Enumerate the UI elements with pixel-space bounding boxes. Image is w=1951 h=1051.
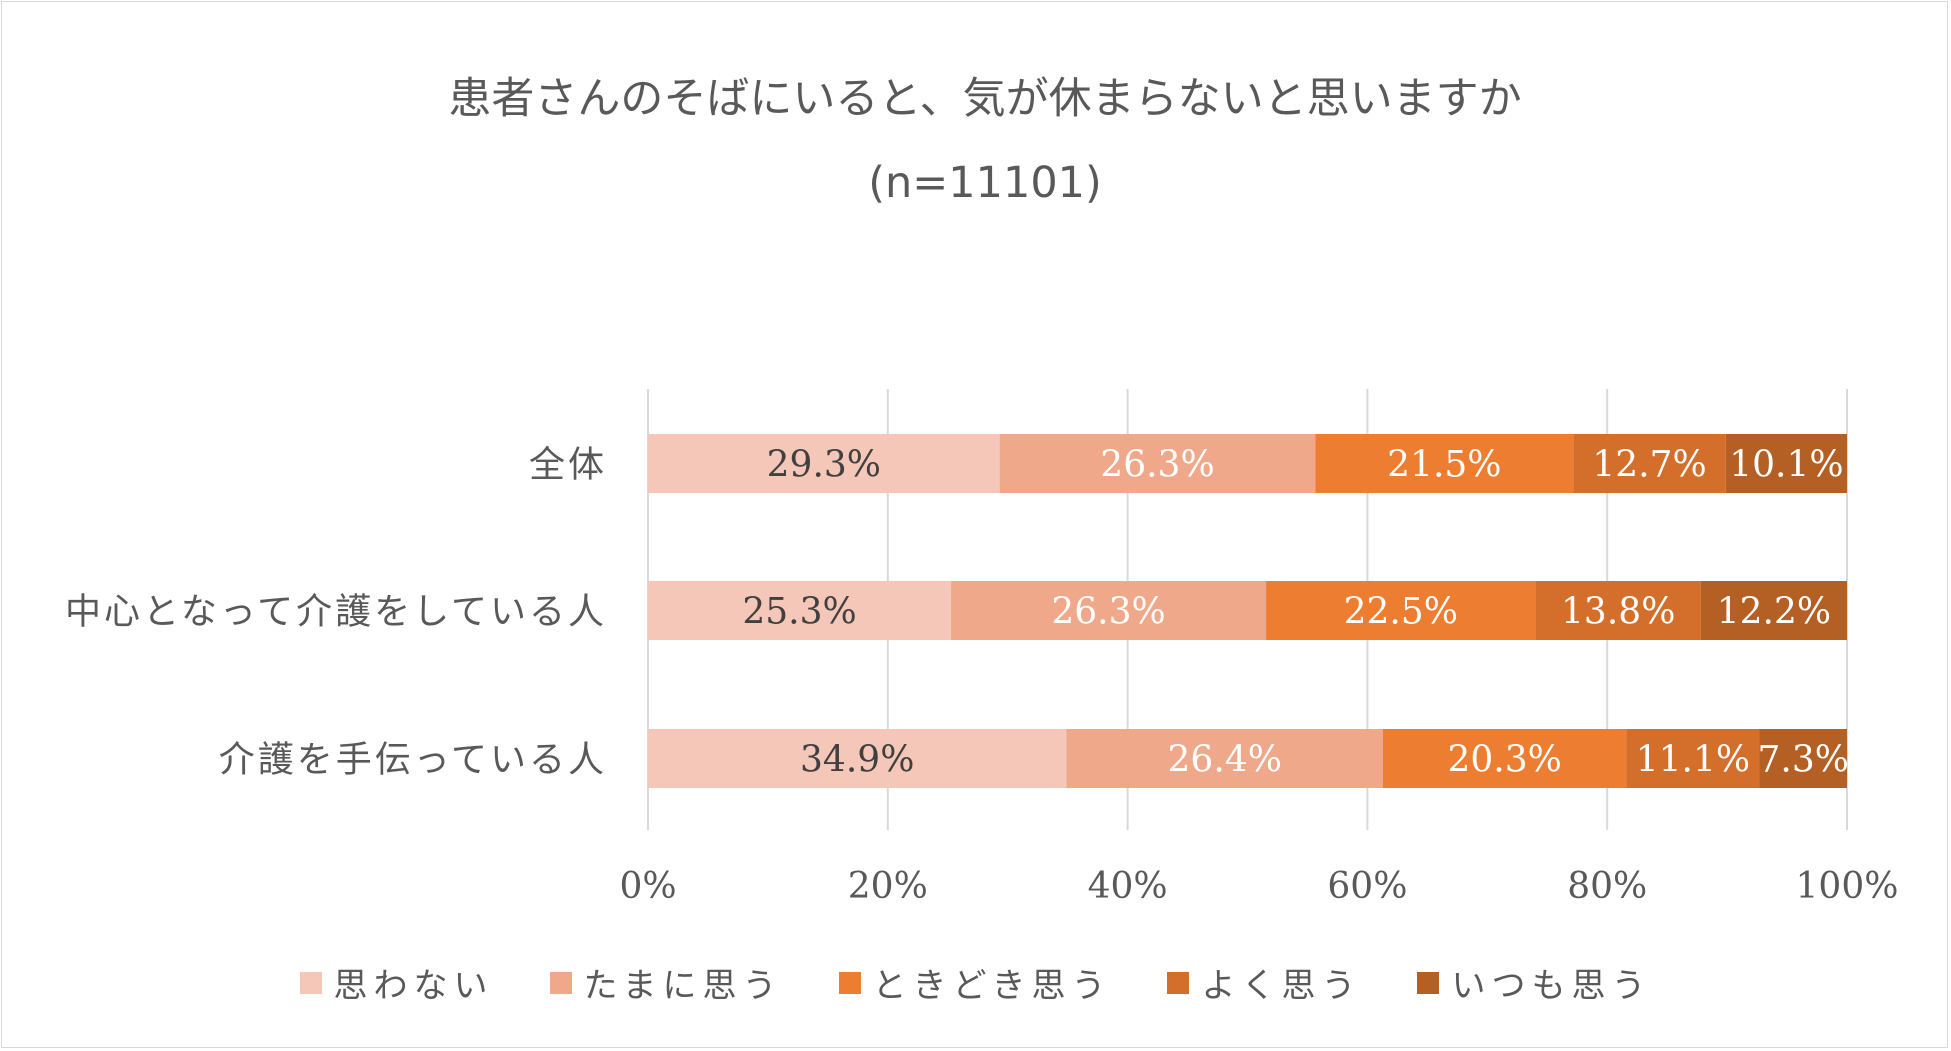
bar-segment [1535,581,1701,640]
legend-item: いつも思う [1417,958,1651,1007]
data-label: 26.3% [1051,592,1165,633]
bar-segment [648,729,1067,788]
data-label: 13.8% [1561,592,1675,633]
data-label: 12.7% [1592,445,1706,486]
legend-swatch [838,971,861,994]
x-tick-label: 40% [1088,866,1168,907]
x-tick-label: 100% [1796,866,1899,907]
legend-swatch [549,971,572,994]
category-label: 介護を手伝っている人 [219,740,607,781]
legend-item: 思わない [299,958,494,1007]
legend-swatch [1417,971,1440,994]
data-label: 20.3% [1447,740,1561,781]
legend-swatch [299,971,322,994]
data-label: 10.1% [1729,445,1843,486]
x-tick-label: 80% [1567,866,1647,907]
bar-segment [1725,434,1847,493]
data-label: 26.4% [1168,740,1282,781]
data-label: 12.2% [1717,592,1831,633]
legend-label: ときどき思う [872,966,1112,1006]
data-label: 22.5% [1344,592,1458,633]
bar-segment [1066,729,1383,788]
legend-label: いつも思う [1451,966,1652,1006]
data-label: 7.3% [1758,740,1849,781]
legend-swatch [1167,971,1190,994]
x-tick-label: 60% [1327,866,1407,907]
chart-subtitle: (n=11101) [868,158,1102,208]
bar-segment [1759,729,1847,788]
legend-label: 思わない [333,966,494,1006]
data-label: 26.3% [1100,445,1214,486]
category-label: 中心となって介護をしている人 [65,592,607,633]
bar-segment [1626,729,1760,788]
data-label: 29.3% [767,445,881,486]
bar-segment [1382,729,1627,788]
bar-segment [1315,434,1574,493]
legend-item: よく思う [1167,958,1361,1007]
bar-segment [1573,434,1726,493]
legend: 思わない たまに思う ときどき思う よく思う いつも思う [0,958,1951,1007]
data-label: 25.3% [742,592,856,633]
legend-label: よく思う [1201,966,1362,1006]
chart-title: 患者さんのそばにいると、気が休まらないと思いますか [448,74,1522,124]
category-label: 全体 [529,445,607,486]
bar-segment [1266,581,1536,640]
data-label: 34.9% [800,740,914,781]
data-label: 11.1% [1636,740,1750,781]
data-label: 21.5% [1387,445,1501,486]
bar-segment [648,581,952,640]
x-tick-label: 0% [619,866,676,907]
bar-segment [648,434,1000,493]
legend-item: ときどき思う [838,958,1112,1007]
legend-label: たまに思う [583,966,783,1006]
x-tick-label: 20% [848,866,928,907]
bar-segment [951,581,1267,640]
legend-item: たまに思う [549,958,783,1007]
bar-segment [999,434,1316,493]
bar-segment [1700,581,1847,640]
